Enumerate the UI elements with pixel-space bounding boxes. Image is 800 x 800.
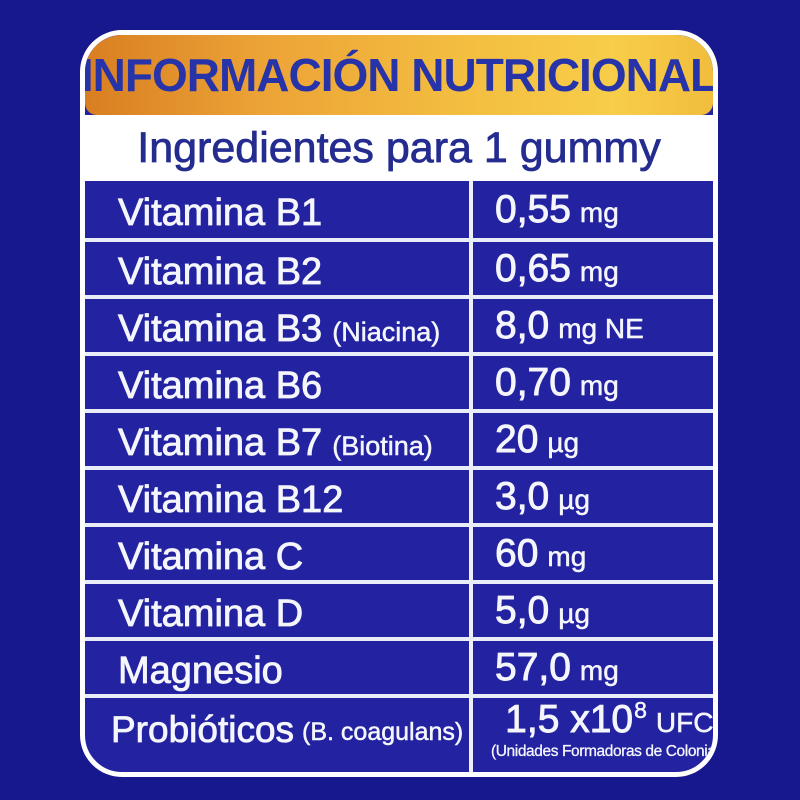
value-superscript: 8 xyxy=(634,697,647,724)
nutrient-label: Vitamina C xyxy=(118,536,304,579)
serving-info-band: Ingredientes para 1 gummy xyxy=(85,115,713,181)
value-unit: mg xyxy=(579,196,619,228)
nutrient-label: Magnesio xyxy=(118,650,284,693)
table-row: Vitamina D 5,0 µg xyxy=(85,580,713,637)
value-number: 8,0 xyxy=(495,303,550,347)
value-line: 0,65 mg xyxy=(495,246,620,291)
nutrient-label-note: (Niacina) xyxy=(332,317,441,348)
table-row: Vitamina B6 0,70 mg xyxy=(85,352,713,409)
nutrient-name-cell: Vitamina B7 (Biotina) xyxy=(85,413,473,466)
value-unit: mg xyxy=(579,654,619,686)
nutrient-label: Vitamina B3 xyxy=(118,308,323,351)
nutrient-table: Vitamina B1 0,55 mg Vitamina B2 0,65 mg Vitami… xyxy=(85,181,713,772)
nutrient-value-cell: 3,0 µg xyxy=(473,470,713,523)
value-unit: mg xyxy=(547,540,587,572)
nutrient-name-cell: Vitamina C xyxy=(85,527,473,580)
nutrient-name-cell: Vitamina B6 xyxy=(85,356,473,409)
table-row: Vitamina B1 0,55 mg xyxy=(85,181,713,238)
table-row: Vitamina B12 3,0 µg xyxy=(85,466,713,523)
value-line: 8,0 mg NE xyxy=(495,303,644,348)
serving-info-text: Ingredientes para 1 gummy xyxy=(137,123,661,172)
nutrient-name-cell: Vitamina B12 xyxy=(85,470,473,523)
table-row: Vitamina B2 0,65 mg xyxy=(85,238,713,295)
value-number: 0,65 xyxy=(495,246,572,290)
value-number: 0,70 xyxy=(495,360,572,404)
nutrient-name-cell: Vitamina B1 xyxy=(85,181,473,238)
value-line: 1,5 x10 8 UFC xyxy=(505,697,714,742)
value-number: 1,5 x10 xyxy=(505,698,634,742)
nutrient-value-cell: 8,0 mg NE xyxy=(473,299,713,352)
nutrient-value-cell: 1,5 x10 8 UFC (Unidades Formadoras de Colon… xyxy=(473,697,718,772)
table-row: Magnesio 57,0 mg xyxy=(85,637,713,694)
value-unit: UFC xyxy=(655,707,714,739)
value-number: 60 xyxy=(495,531,539,575)
value-line: 3,0 µg xyxy=(495,474,591,519)
nutrient-name-cell: Probióticos (B. coagulans) xyxy=(85,698,473,772)
value-line: 0,70 mg xyxy=(495,360,620,405)
nutrient-value-cell: 5,0 µg xyxy=(473,584,713,637)
nutrient-value-cell: 57,0 mg xyxy=(473,641,713,694)
value-unit: µg xyxy=(558,483,590,515)
value-line: 20 µg xyxy=(495,417,580,462)
nutrient-label: Vitamina B7 xyxy=(118,422,323,465)
nutrient-label: Vitamina B1 xyxy=(118,192,323,235)
nutrient-label-note: (Biotina) xyxy=(332,431,433,462)
value-line: 57,0 mg xyxy=(495,645,620,690)
table-row: Vitamina B3 (Niacina) 8,0 mg NE xyxy=(85,295,713,352)
value-number: 5,0 xyxy=(495,588,550,632)
nutrient-name-cell: Vitamina B2 xyxy=(85,242,473,295)
value-number: 57,0 xyxy=(495,645,572,689)
value-unit: mg xyxy=(579,369,619,401)
nutrient-name-cell: Vitamina B3 (Niacina) xyxy=(85,299,473,352)
nutrition-panel: INFORMACIÓN NUTRICIONAL Ingredientes par… xyxy=(80,30,718,777)
table-row: Vitamina B7 (Biotina) 20 µg xyxy=(85,409,713,466)
value-number: 3,0 xyxy=(495,474,550,518)
panel-header-band: INFORMACIÓN NUTRICIONAL xyxy=(85,35,713,115)
nutrient-name-cell: Magnesio xyxy=(85,641,473,694)
value-number: 0,55 xyxy=(495,187,572,231)
nutrient-value-cell: 60 mg xyxy=(473,527,713,580)
value-unit: mg NE xyxy=(558,312,644,344)
nutrient-name-cell: Vitamina D xyxy=(85,584,473,637)
value-unit: mg xyxy=(579,255,619,287)
nutrient-label: Vitamina B2 xyxy=(118,251,323,294)
nutrient-label: Vitamina B12 xyxy=(118,479,344,522)
value-footnote: (Unidades Formadoras de Colonias) xyxy=(491,743,718,760)
nutrient-value-cell: 0,70 mg xyxy=(473,356,713,409)
nutrient-label: Vitamina D xyxy=(118,593,304,636)
nutrient-value-cell: 0,65 mg xyxy=(473,242,713,295)
table-row: Vitamina C 60 mg xyxy=(85,523,713,580)
value-unit: µg xyxy=(547,426,580,458)
nutrient-label: Vitamina B6 xyxy=(118,365,323,408)
value-unit: µg xyxy=(558,597,590,629)
table-row: Probióticos (B. coagulans) 1,5 x10 8 UFC (Uni… xyxy=(85,694,713,772)
value-line: 60 mg xyxy=(495,531,587,576)
page-title: INFORMACIÓN NUTRICIONAL xyxy=(80,49,718,101)
nutrient-label: Probióticos xyxy=(111,708,295,750)
value-number: 20 xyxy=(495,417,539,461)
nutrient-value-cell: 0,55 mg xyxy=(473,181,713,238)
value-line: 0,55 mg xyxy=(495,187,620,232)
nutrient-value-cell: 20 µg xyxy=(473,413,713,466)
nutrient-label-note: (B. coagulans) xyxy=(302,718,464,747)
value-line: 5,0 µg xyxy=(495,588,591,633)
